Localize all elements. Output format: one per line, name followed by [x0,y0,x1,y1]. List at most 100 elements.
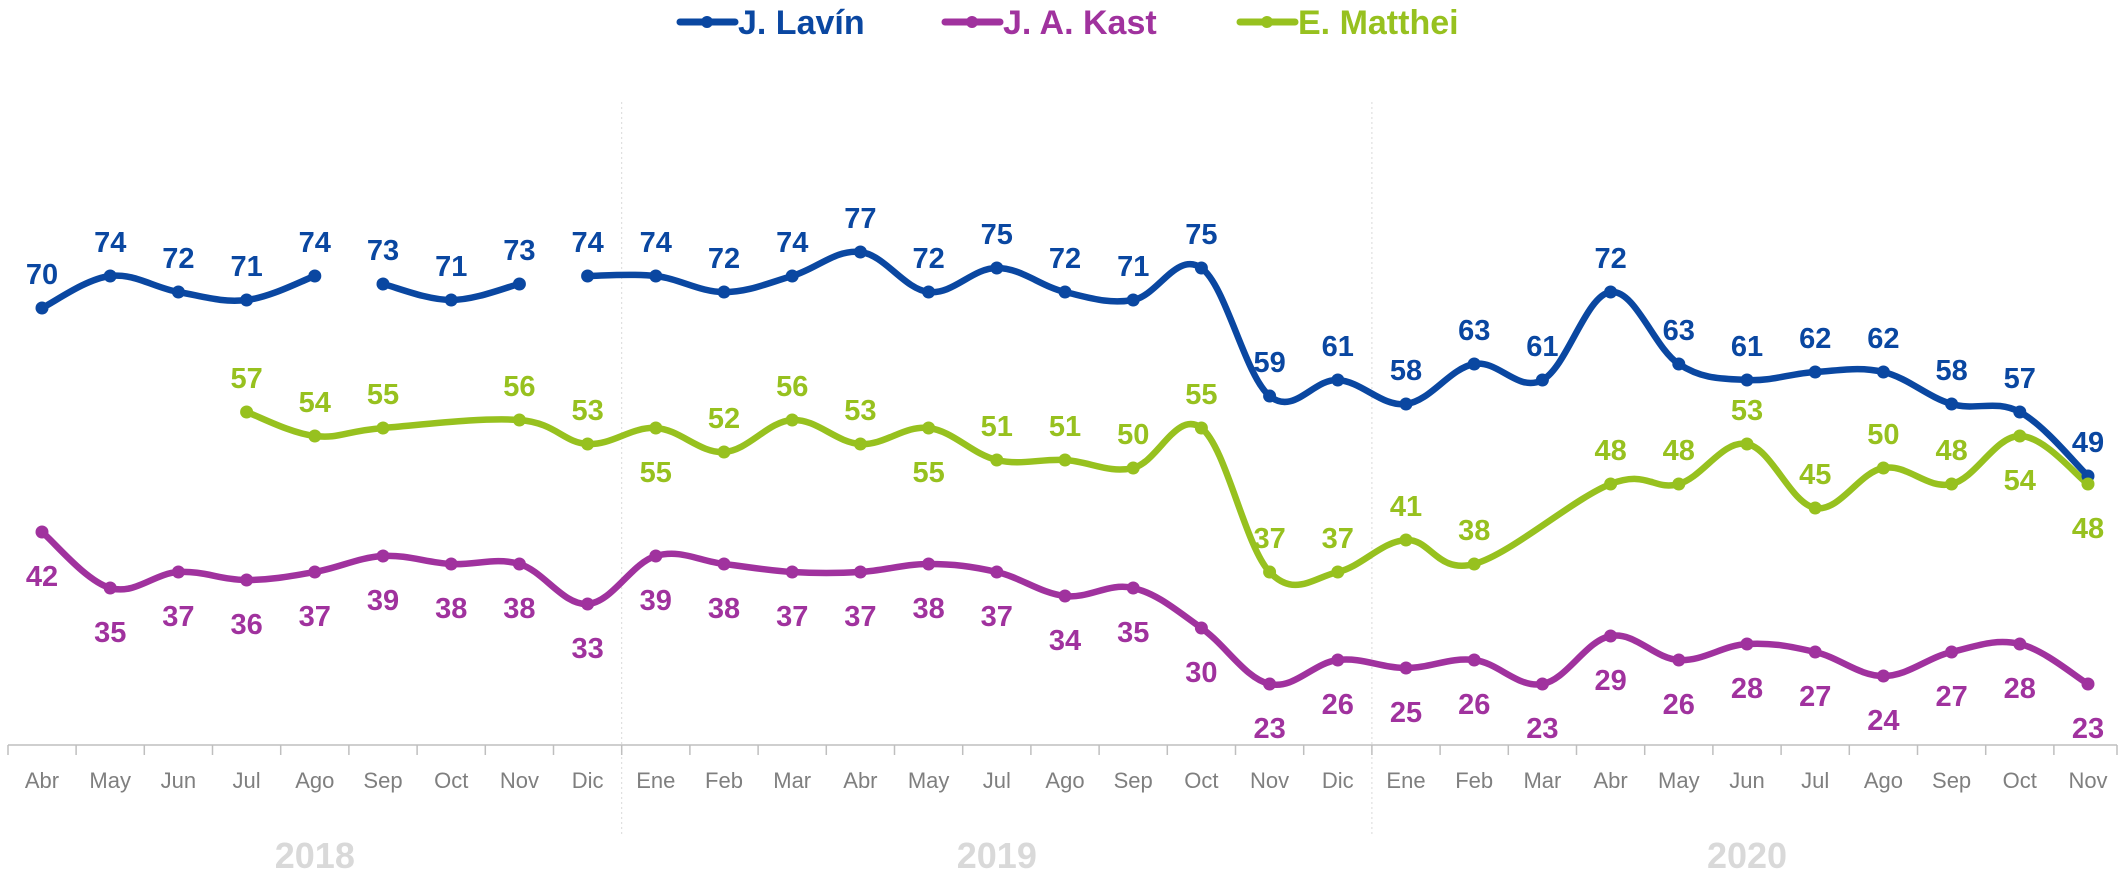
data-label: 71 [435,251,467,283]
data-point [2081,477,2095,491]
data-label: 51 [981,411,1013,443]
data-label: 72 [708,243,740,275]
data-point [171,565,185,579]
data-label: 37 [844,601,876,633]
data-point [922,285,936,299]
data-point [2013,405,2027,419]
data-point [1263,565,1277,579]
data-point [1331,565,1345,579]
year-separators [621,102,1373,835]
data-point [581,597,595,611]
data-label: 48 [2072,513,2104,545]
data-label: 55 [912,457,944,489]
data-label: 58 [1935,355,1967,387]
data-point [171,285,185,299]
x-tick-label: May [89,768,131,793]
data-label: 72 [1594,243,1626,275]
data-point [649,421,663,435]
data-point [1058,453,1072,467]
data-label: 38 [708,593,740,625]
data-point [308,565,322,579]
x-tick-label: Ago [1045,768,1084,793]
legend-swatch-marker [1261,16,1273,28]
legend-item: J. A. Kast [941,4,1157,42]
x-tick-label: Sep [1114,768,1153,793]
data-label: 74 [640,227,672,259]
x-tick-label: May [1658,768,1700,793]
data-label: 51 [1049,411,1081,443]
data-point [1399,533,1413,547]
data-label: 74 [571,227,603,259]
data-label: 75 [1185,219,1217,251]
data-label: 55 [640,457,672,489]
data-point [1535,373,1549,387]
data-point [581,437,595,451]
data-label: 27 [1799,681,1831,713]
data-label: 62 [1799,323,1831,355]
data-point [1126,293,1140,307]
x-tick-label: Jun [1729,768,1764,793]
data-point [990,453,1004,467]
legend-swatch-marker [966,16,978,28]
data-label: 34 [1049,625,1081,657]
data-label: 42 [26,561,58,593]
data-label: 37 [299,601,331,633]
x-tick-label: Oct [434,768,468,793]
x-tick-label: Mar [773,768,811,793]
data-point [717,445,731,459]
data-label: 71 [230,251,262,283]
x-tick-label: Oct [2003,768,2037,793]
data-label: 50 [1117,419,1149,451]
data-point [1740,373,1754,387]
data-label: 54 [299,387,331,419]
data-label: 61 [1731,331,1763,363]
data-label: 53 [571,395,603,427]
data-label: 71 [1117,251,1149,283]
data-label: 61 [1322,331,1354,363]
data-label: 25 [1390,697,1422,729]
data-label: 73 [503,235,535,267]
x-tick-label: Ene [1386,768,1425,793]
legend-label: J. Lavín [738,4,865,42]
data-point [1399,661,1413,675]
data-label: 73 [367,235,399,267]
data-point [1263,677,1277,691]
data-point [853,245,867,259]
legend-item: E. Matthei [1236,4,1459,42]
data-point [1467,557,1481,571]
data-label: 26 [1663,689,1695,721]
data-point [1876,669,1890,683]
data-point [1126,581,1140,595]
data-label: 61 [1526,331,1558,363]
legend-item: J. Lavín [676,4,865,42]
data-point [853,437,867,451]
data-point [649,269,663,283]
data-label: 58 [1390,355,1422,387]
year-label: 2019 [957,835,1037,876]
data-label: 50 [1867,419,1899,451]
data-label: 26 [1322,689,1354,721]
data-point [444,557,458,571]
data-label: 35 [1117,617,1149,649]
x-tick-label: Feb [705,768,743,793]
data-point [1672,477,1686,491]
data-label: 52 [708,403,740,435]
data-point [512,557,526,571]
data-label: 23 [1526,713,1558,745]
data-label: 49 [2072,427,2104,459]
data-point [1331,653,1345,667]
data-point [376,549,390,563]
data-point [35,301,49,315]
data-label: 77 [844,203,876,235]
data-point [1740,637,1754,651]
data-point [1467,357,1481,371]
data-point [103,581,117,595]
x-tick-label: Ene [636,768,675,793]
data-label: 59 [1253,347,1285,379]
data-point [376,277,390,291]
data-point [1263,389,1277,403]
data-label: 28 [2004,673,2036,705]
data-label: 48 [1935,435,1967,467]
data-label: 48 [1594,435,1626,467]
